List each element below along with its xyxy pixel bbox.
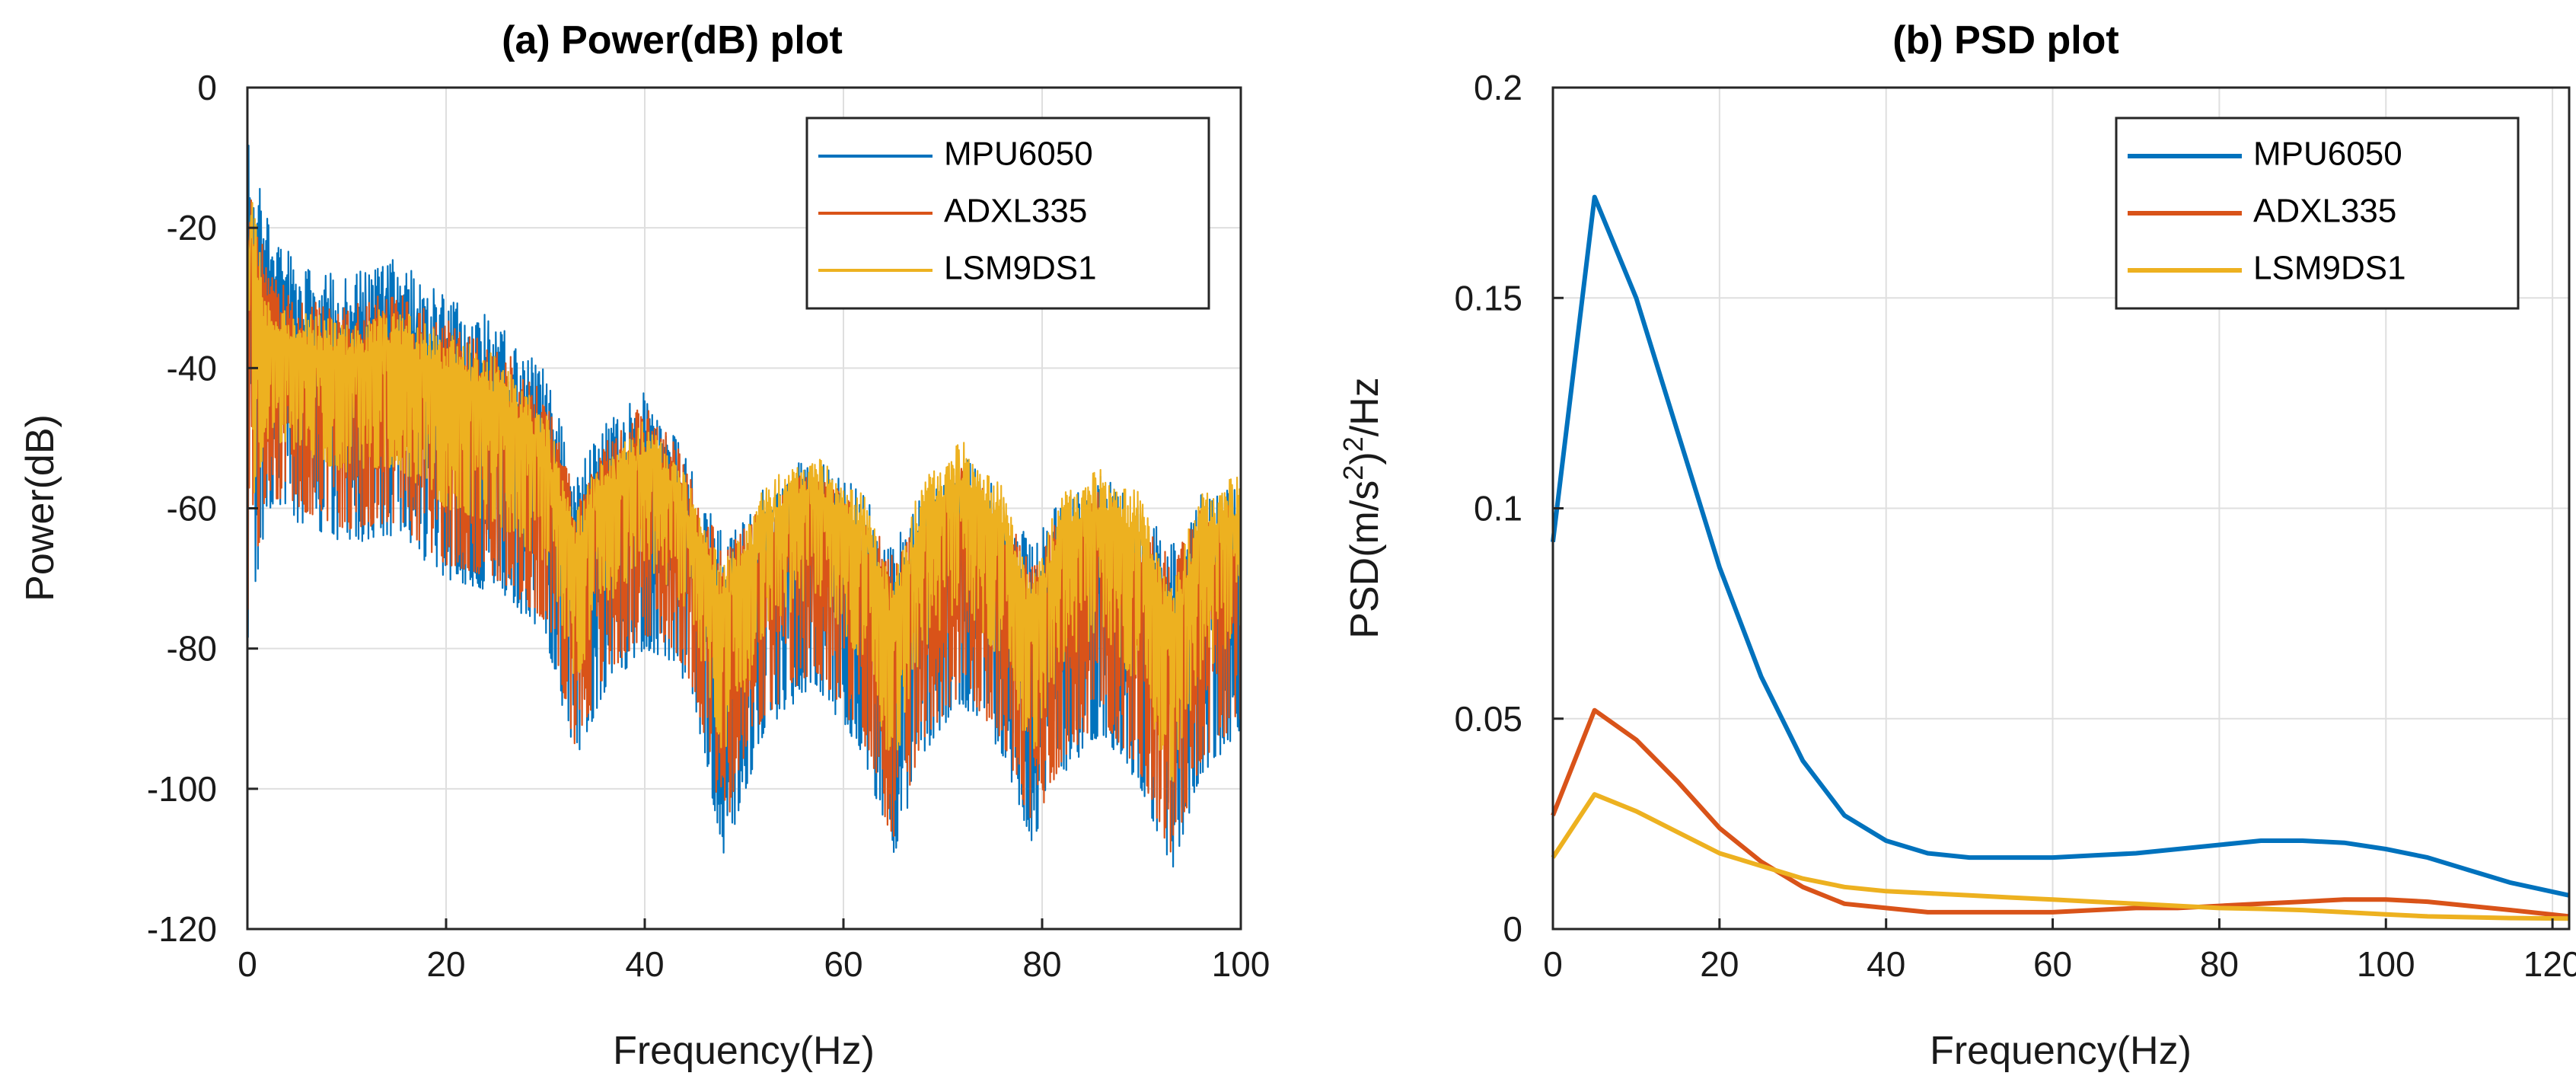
psd-x-tick-label: 60 bbox=[2033, 944, 2072, 984]
psd-y-tick-label: 0.1 bbox=[1474, 489, 1522, 528]
power-series-group bbox=[246, 145, 1242, 868]
psd-y-tick-label: 0.2 bbox=[1474, 68, 1522, 107]
psd-x-axis-label: Frequency(Hz) bbox=[1930, 1029, 2192, 1073]
power-y-tick-label: -20 bbox=[167, 208, 217, 247]
power-legend: MPU6050 ADXL335 LSM9DS1 bbox=[805, 117, 1210, 310]
power-x-tick-label: 100 bbox=[1212, 944, 1270, 984]
power-y-tick-label: 0 bbox=[197, 68, 217, 107]
psd-line-lsm9ds1 bbox=[1551, 792, 2570, 921]
psd-x-tick-label: 40 bbox=[1867, 944, 1905, 984]
psd-y-axis-label: PSD(m/s2)2/Hz bbox=[1337, 377, 1388, 638]
psd-legend: MPU6050 ADXL335 LSM9DS1 bbox=[2115, 117, 2520, 310]
psd-x-tick-label: 20 bbox=[1700, 944, 1739, 984]
psd-line-mpu6050 bbox=[1551, 194, 2570, 898]
power-x-tick-label: 0 bbox=[238, 944, 257, 984]
psd-chart-title: (b) PSD plot bbox=[1892, 18, 2119, 62]
psd-line-adxl335 bbox=[1551, 707, 2570, 919]
power-x-tick-label: 80 bbox=[1022, 944, 1061, 984]
psd-legend-label-lsm9ds1: LSM9DS1 bbox=[2253, 250, 2406, 287]
power-x-axis-label: Frequency(Hz) bbox=[613, 1029, 875, 1073]
power-legend-label-lsm9ds1: LSM9DS1 bbox=[944, 250, 1097, 287]
psd-x-tick-label: 120 bbox=[2523, 944, 2576, 984]
psd-y-label-sup1: 2 bbox=[1337, 465, 1369, 481]
psd-y-tick-label: 0.05 bbox=[1454, 699, 1522, 739]
psd-y-label-part1: PSD(m/s bbox=[1343, 481, 1387, 639]
psd-y-label-part3: /Hz bbox=[1343, 377, 1387, 436]
power-y-tick-label: -40 bbox=[167, 348, 217, 388]
power-y-tick-label: -80 bbox=[167, 629, 217, 669]
psd-y-tick-label: 0 bbox=[1503, 909, 1522, 949]
power-x-tick-label: 40 bbox=[625, 944, 664, 984]
psd-x-tick-label: 80 bbox=[2200, 944, 2239, 984]
power-legend-label-adxl335: ADXL335 bbox=[944, 193, 1087, 230]
power-x-tick-label: 20 bbox=[426, 944, 465, 984]
power-y-tick-label: -100 bbox=[147, 769, 217, 809]
power-series-adxl335 bbox=[246, 199, 1242, 853]
power-y-tick-label: -120 bbox=[147, 909, 217, 949]
psd-legend-label-mpu6050: MPU6050 bbox=[2253, 136, 2402, 173]
power-series-lsm9ds1 bbox=[246, 202, 1242, 782]
power-x-tick-label: 60 bbox=[824, 944, 862, 984]
power-y-tick-label: -60 bbox=[167, 489, 217, 528]
psd-panel: (b) PSD plot 0 20 40 60 80 100 120 0 0.05 0.1 0.15… bbox=[1337, 18, 2576, 1073]
psd-x-tick-label: 100 bbox=[2357, 944, 2415, 984]
power-y-axis-label: Power(dB) bbox=[18, 414, 62, 602]
psd-ticks: 0 20 40 60 80 100 120 0 0.05 0.1 0.15 0.2 bbox=[1454, 68, 2576, 984]
psd-y-tick-label: 0.15 bbox=[1454, 278, 1522, 318]
psd-x-tick-label: 0 bbox=[1543, 944, 1563, 984]
psd-legend-label-adxl335: ADXL335 bbox=[2253, 193, 2396, 230]
power-db-panel: (a) Power(dB) plot 0 20 40 60 80 100 0 -20 -40 -6… bbox=[18, 18, 1270, 1073]
psd-y-label-sup2: 2 bbox=[1337, 436, 1369, 452]
power-legend-label-mpu6050: MPU6050 bbox=[944, 136, 1093, 173]
power-chart-title: (a) Power(dB) plot bbox=[502, 18, 843, 62]
power-ticks: 0 20 40 60 80 100 0 -20 -40 -60 -80 -100 -120 bbox=[147, 68, 1270, 984]
psd-series-group bbox=[1551, 194, 2570, 921]
psd-y-label-part2: ) bbox=[1343, 452, 1387, 465]
